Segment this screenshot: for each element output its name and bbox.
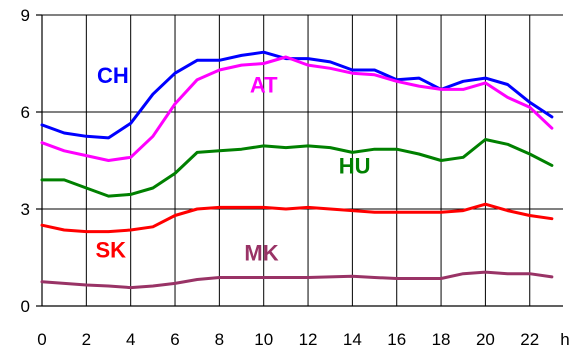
series-line-at <box>40 55 554 162</box>
series-label-hu: HU <box>339 153 371 178</box>
series-label-ch: CH <box>97 63 129 88</box>
x-tick-label: 22 <box>520 330 539 349</box>
y-tick-label: 9 <box>21 6 30 25</box>
series-label-mk: MK <box>244 241 278 266</box>
series-line-mk <box>40 270 554 290</box>
y-tick-label: 0 <box>21 297 30 316</box>
series-line-hu <box>40 138 554 198</box>
x-tick-label: 2 <box>82 330 91 349</box>
x-tick-label: 4 <box>126 330 135 349</box>
x-tick-label: 20 <box>476 330 495 349</box>
x-tick-label: 12 <box>299 330 318 349</box>
series-lines <box>40 50 554 290</box>
series-label-sk: SK <box>95 238 126 263</box>
x-tick-label: 8 <box>215 330 224 349</box>
y-tick-label: 6 <box>21 103 30 122</box>
y-tick-label: 3 <box>21 200 30 219</box>
y-tick-labels: 0 3 6 9 <box>21 6 30 316</box>
x-tick-labels: 0 2 4 6 8 10 12 14 16 18 20 22 <box>37 330 539 349</box>
series-line-sk <box>40 202 554 234</box>
x-unit-label: h <box>560 330 569 349</box>
x-tick-label: 18 <box>432 330 451 349</box>
x-tick-label: 6 <box>170 330 179 349</box>
x-tick-label: 10 <box>254 330 273 349</box>
series-labels: CH AT HU SK MK <box>95 63 370 266</box>
series-label-at: AT <box>250 73 278 98</box>
series-line-ch <box>40 50 554 140</box>
x-tick-label: 16 <box>387 330 406 349</box>
x-tick-label: 0 <box>37 330 46 349</box>
axes <box>36 14 563 307</box>
x-tick-label: 14 <box>343 330 362 349</box>
